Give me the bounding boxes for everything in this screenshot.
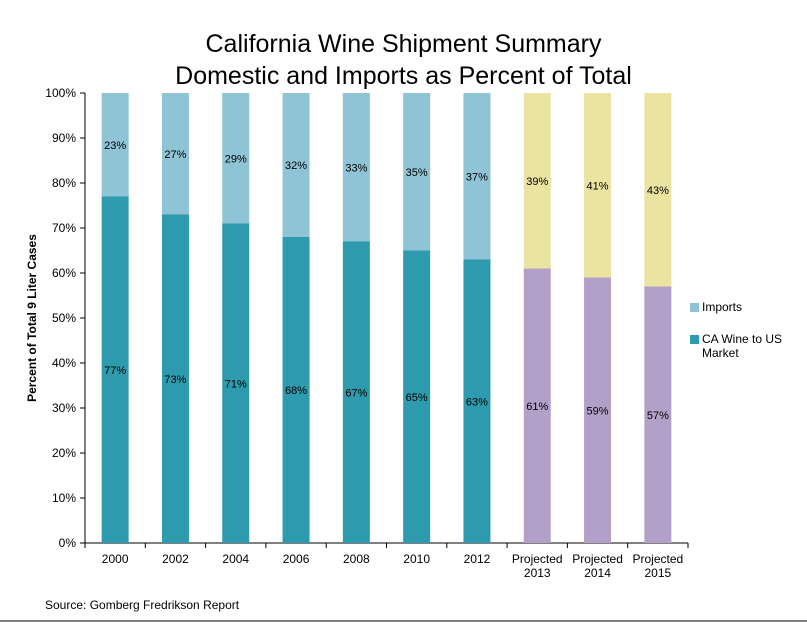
bar-imports (523, 93, 551, 269)
data-label-imports: 32% (285, 160, 307, 172)
bar-domestic (403, 250, 431, 543)
bar-imports (403, 93, 431, 251)
data-label-imports: 33% (345, 162, 367, 174)
data-label-imports: 27% (164, 149, 186, 161)
y-tick-label: 20% (52, 446, 76, 460)
x-tick-label: Projected (512, 552, 563, 566)
bar-domestic (584, 277, 612, 543)
data-label-imports: 41% (587, 180, 609, 192)
data-label-imports: 37% (466, 171, 488, 183)
data-label-domestic: 77% (104, 365, 126, 377)
bottom-divider (0, 620, 807, 622)
data-label-domestic: 71% (225, 378, 247, 390)
data-label-domestic: 59% (587, 405, 609, 417)
x-tick-label: Projected (572, 552, 623, 566)
y-tick-label: 30% (52, 401, 76, 415)
x-tick-label: 2014 (584, 566, 611, 580)
source-note: Source: Gomberg Fredrikson Report (45, 598, 240, 612)
bar-imports (282, 93, 310, 237)
bar-imports (101, 93, 129, 197)
data-label-domestic: 57% (647, 410, 669, 422)
data-label-domestic: 61% (526, 401, 548, 413)
y-tick-label: 80% (52, 176, 76, 190)
data-label-domestic: 63% (466, 396, 488, 408)
data-label-imports: 29% (225, 153, 247, 165)
x-tick-label: 2002 (162, 552, 189, 566)
x-tick-label: 2013 (524, 566, 551, 580)
data-label-domestic: 65% (406, 392, 428, 404)
x-tick-label: Projected (632, 552, 683, 566)
bar-domestic (222, 223, 250, 543)
x-tick-label: 2015 (644, 566, 671, 580)
bar-imports (161, 93, 189, 215)
bar-domestic (463, 259, 491, 543)
data-label-domestic: 73% (164, 374, 186, 386)
y-tick-label: 40% (52, 356, 76, 370)
y-tick-label: 70% (52, 221, 76, 235)
bar-imports (584, 93, 612, 278)
bar-imports (342, 93, 370, 242)
data-label-imports: 39% (526, 176, 548, 188)
data-label-imports: 23% (104, 140, 126, 152)
chart-title-line-1: California Wine Shipment Summary (205, 30, 602, 58)
data-label-domestic: 68% (285, 385, 307, 397)
bar-domestic (282, 237, 310, 543)
y-tick-label: 10% (52, 491, 76, 505)
legend-swatch-imports (690, 303, 699, 312)
bar-domestic (523, 268, 551, 543)
x-tick-label: 2006 (283, 552, 310, 566)
bar-domestic (342, 241, 370, 543)
bar-imports (644, 93, 672, 287)
bar-domestic (101, 196, 129, 543)
x-tick-label: 2010 (403, 552, 430, 566)
y-tick-label: 60% (52, 266, 76, 280)
y-tick-label: 100% (45, 86, 76, 100)
legend-label-imports: Imports (702, 300, 743, 314)
bar-imports (222, 93, 250, 224)
bar-domestic (644, 286, 672, 543)
x-tick-label: 2012 (464, 552, 491, 566)
x-tick-label: 2000 (102, 552, 129, 566)
y-tick-label: 0% (59, 536, 77, 550)
y-tick-label: 50% (52, 311, 76, 325)
data-label-imports: 35% (406, 167, 428, 179)
legend-swatch-ca-wine (690, 335, 699, 344)
bar-imports (463, 93, 491, 260)
x-tick-label: 2008 (343, 552, 370, 566)
bar-domestic (161, 214, 189, 543)
y-tick-label: 90% (52, 131, 76, 145)
data-label-domestic: 67% (345, 387, 367, 399)
data-label-imports: 43% (647, 185, 669, 197)
legend-label-ca-wine: CA Wine to US Market (702, 332, 783, 360)
chart-title-line-2: Domestic and Imports as Percent of Total (175, 62, 632, 90)
x-tick-label: 2004 (222, 552, 249, 566)
